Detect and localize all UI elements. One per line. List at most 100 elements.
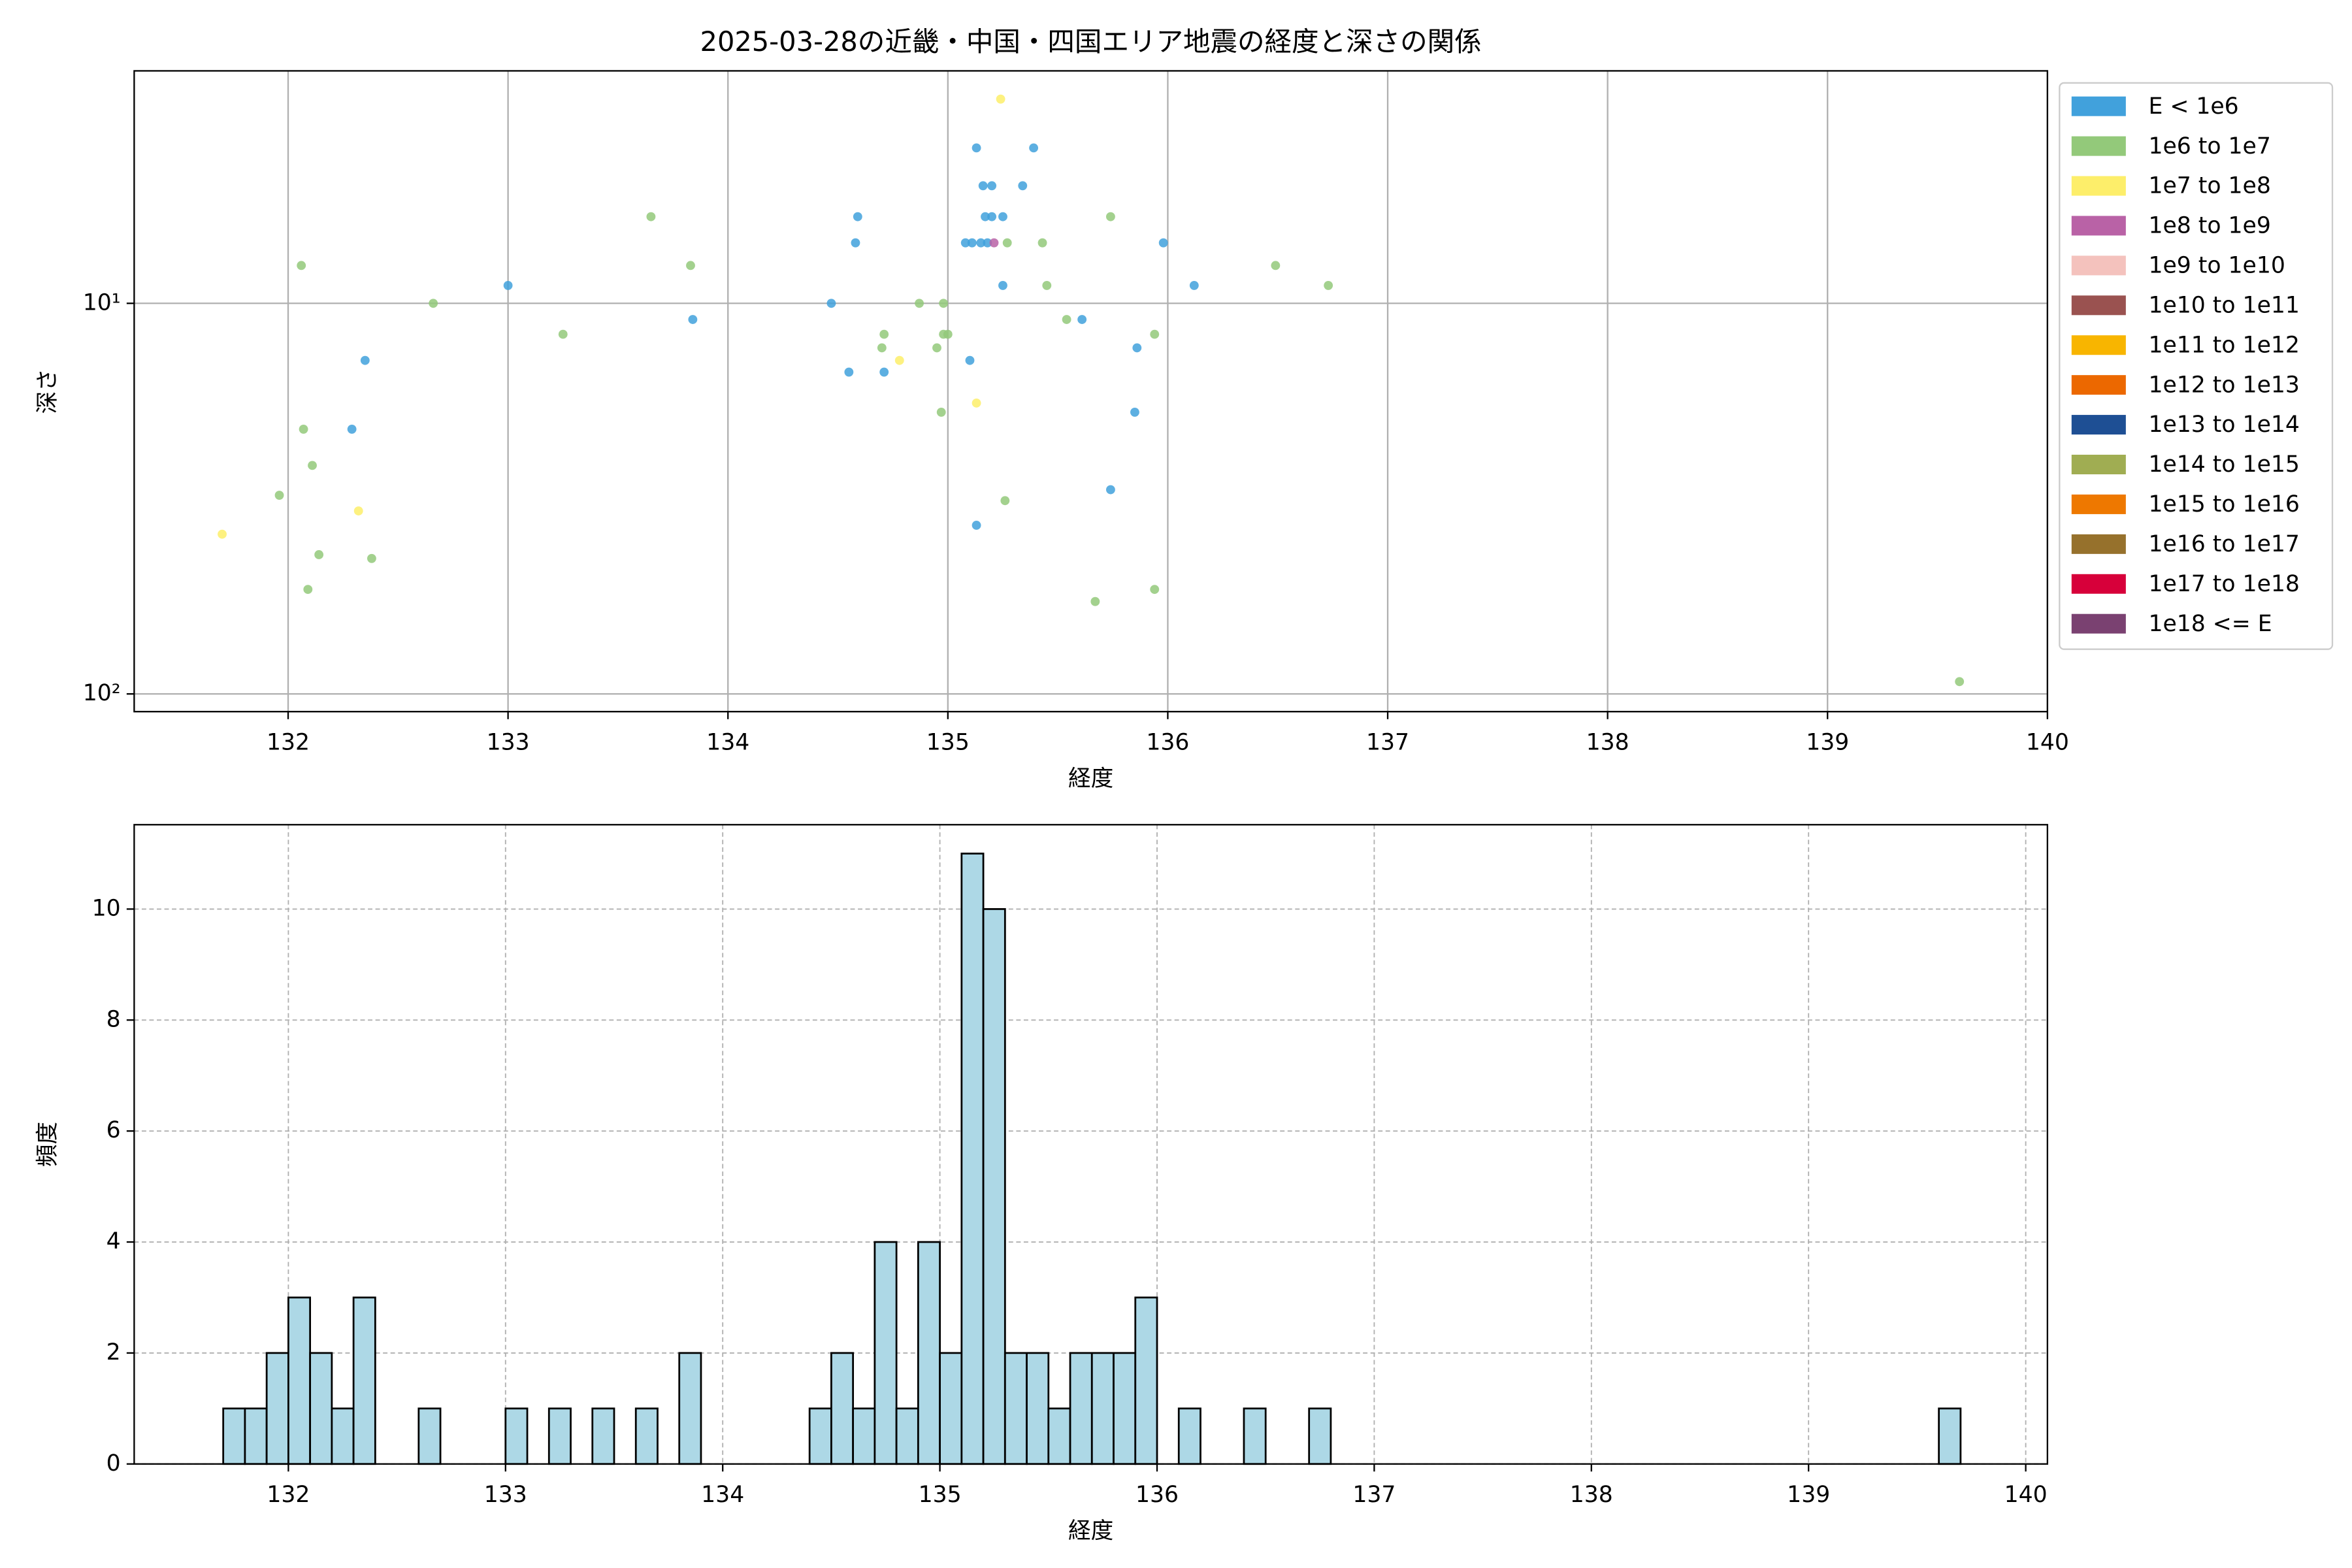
- legend-swatch: [2071, 574, 2126, 594]
- x-tick-label: 135: [926, 730, 970, 756]
- x-tick-label: 137: [1366, 730, 1409, 756]
- legend-label: 1e14 to 1e15: [2148, 451, 2299, 478]
- x-tick-label: 137: [1352, 1482, 1396, 1508]
- scatter-point: [1000, 496, 1010, 506]
- legend-label: E < 1e6: [2148, 93, 2238, 120]
- histogram-bar: [1047, 1407, 1071, 1465]
- chart-title: 2025-03-28の近畿・中国・四国エリア地震の経度と深さの関係: [700, 25, 1482, 57]
- scatter-point: [297, 261, 306, 270]
- x-tick-label: 136: [1146, 730, 1189, 756]
- scatter-point: [996, 94, 1005, 104]
- scatter-point: [936, 408, 946, 417]
- x-tick-label: 136: [1135, 1482, 1179, 1508]
- y-tick-label: 2: [106, 1339, 121, 1365]
- scatter-point: [967, 238, 977, 248]
- legend-label: 1e8 to 1e9: [2148, 213, 2270, 239]
- scatter-point: [983, 238, 992, 248]
- x-tick-label: 138: [1586, 730, 1629, 756]
- scatter-point: [1271, 261, 1281, 270]
- scatter-point: [879, 329, 889, 339]
- scatter-point: [1029, 143, 1039, 153]
- histogram-bar: [808, 1407, 832, 1465]
- x-tick-label: 133: [484, 1482, 527, 1508]
- scatter-point: [1037, 238, 1047, 248]
- scatter-point: [976, 238, 986, 248]
- scatter-point: [826, 299, 836, 308]
- histogram-bar: [331, 1407, 355, 1465]
- legend-label: 1e13 to 1e14: [2148, 412, 2299, 438]
- histogram-bar: [634, 1407, 659, 1465]
- scatter-point: [932, 343, 941, 353]
- scatter-point: [844, 367, 854, 377]
- histogram-bar: [222, 1407, 246, 1465]
- scatter-point: [981, 212, 990, 221]
- scatter-point: [360, 355, 370, 365]
- scatter-point: [347, 424, 357, 434]
- scatter-point: [915, 299, 924, 308]
- histogram-bar: [265, 1352, 289, 1465]
- x-axis-label: 経度: [1068, 766, 1113, 792]
- y-tick-label: 4: [106, 1228, 121, 1254]
- histogram-bar: [1026, 1352, 1050, 1465]
- scatter-point: [987, 181, 997, 191]
- histogram-bar: [939, 1352, 963, 1465]
- scatter-point: [1324, 281, 1333, 290]
- y-tick-label: 8: [106, 1006, 121, 1032]
- histogram-bar: [309, 1352, 333, 1465]
- x-tick-label: 140: [2004, 1482, 2048, 1508]
- histogram-bar: [1308, 1407, 1332, 1465]
- axes-frame: [133, 824, 2048, 1465]
- scatter-point: [1077, 315, 1087, 324]
- scatter-point: [1105, 212, 1115, 221]
- scatter-point: [558, 329, 568, 339]
- y-tick-label: 10: [92, 895, 121, 921]
- histogram-bar: [504, 1407, 529, 1465]
- histogram-bar: [874, 1241, 898, 1465]
- histogram-bar: [1090, 1352, 1115, 1465]
- scatter-point: [308, 461, 317, 470]
- legend-label: 1e11 to 1e12: [2148, 332, 2299, 358]
- histogram-bar: [547, 1407, 572, 1465]
- scatter-point: [879, 367, 889, 377]
- x-tick-label: 138: [1570, 1482, 1613, 1508]
- scatter-point: [688, 315, 698, 324]
- scatter-point: [1955, 677, 1965, 687]
- legend-swatch: [2071, 534, 2126, 554]
- scatter-point: [299, 424, 308, 434]
- histogram-bar: [982, 908, 1006, 1465]
- scatter-point: [998, 212, 1007, 221]
- scatter-point: [1042, 281, 1052, 290]
- legend-label: 1e12 to 1e13: [2148, 372, 2299, 398]
- legend-label: 1e15 to 1e16: [2148, 491, 2299, 517]
- scatter-point: [686, 261, 695, 270]
- scatter-point: [960, 238, 970, 248]
- scatter-point: [1002, 238, 1012, 248]
- histogram-bar: [1069, 1352, 1093, 1465]
- histogram-bar: [591, 1407, 615, 1465]
- histogram-bar: [244, 1407, 268, 1465]
- scatter-point: [646, 212, 656, 221]
- histogram-bar: [417, 1407, 442, 1465]
- scatter-point: [943, 329, 953, 339]
- scatter-point: [503, 281, 513, 290]
- scatter-point: [965, 355, 975, 365]
- legend-swatch: [2071, 255, 2126, 276]
- x-tick-label: 133: [487, 730, 530, 756]
- scatter-point: [998, 281, 1007, 290]
- x-tick-label: 135: [919, 1482, 962, 1508]
- histogram-bar: [287, 1296, 312, 1465]
- legend-swatch: [2071, 455, 2126, 474]
- legend-label: 1e18 <= E: [2148, 611, 2272, 637]
- histogram-bar: [352, 1296, 376, 1465]
- scatter-point: [1150, 585, 1160, 595]
- legend-swatch: [2071, 295, 2126, 316]
- scatter-point: [1189, 281, 1199, 290]
- legend-swatch: [2071, 335, 2126, 355]
- legend-label: 1e7 to 1e8: [2148, 173, 2270, 199]
- histogram-bar: [895, 1407, 919, 1465]
- legend-swatch: [2071, 415, 2126, 435]
- scatter-point: [853, 212, 862, 221]
- legend-label: 1e9 to 1e10: [2148, 253, 2285, 279]
- scatter-point: [1132, 343, 1142, 353]
